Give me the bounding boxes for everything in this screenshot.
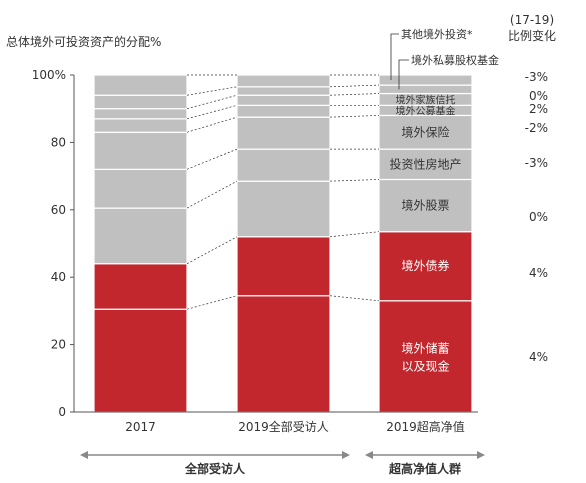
y-tick-label: 0 [58,405,66,419]
segment-label: 境外债券 [401,258,449,273]
y-tick-label: 100% [32,68,66,82]
bar-segment [236,104,331,118]
connector-line [329,115,380,118]
y-tick-label: 80 [51,135,66,149]
bar-segment [378,74,473,86]
bar-segment [378,84,473,95]
bar-segment [378,300,473,413]
y-tick-label: 20 [51,338,66,352]
group-arrow-uhnw-head [365,451,373,459]
bar-segment [93,94,188,110]
connector-line [329,93,380,96]
connector-line [329,231,380,238]
bar-segment [93,131,188,170]
bar-segment [236,295,331,413]
bar-segment [378,231,473,302]
connector-line [329,295,380,302]
bar-segment [93,308,188,413]
segment-label: 境外家族信托 [396,93,456,106]
connector-line [186,236,238,265]
x-category-label: 2019全部受访人 [238,419,329,434]
group-arrow-all-head [342,451,350,459]
bar-segment [93,74,188,96]
group-arrow-all-head [80,451,88,459]
change-value: 4% [529,266,548,280]
change-value: -3% [525,70,548,84]
x-category-label: 2017 [125,420,156,434]
change-value: -3% [525,156,548,170]
change-value: 4% [529,350,548,364]
connector-line [186,148,238,170]
segment-label: 境外储蓄 [401,340,449,355]
group-label-all: 全部受访人 [184,461,246,476]
change-header: (17-19) 比例变化 [508,12,556,44]
callout-line [390,33,399,81]
bar-segment [93,168,188,209]
connector-line [186,86,238,96]
bar-segment [236,236,331,297]
connector-line [329,179,380,182]
change-header-line-2: 比例变化 [508,29,557,43]
segment-label: 投资性房地产 [389,156,461,171]
chart-title: 总体境外可投资资产的分配% [6,35,162,49]
x-category-label: 2019超高净值 [386,419,465,434]
change-header-line-1: (17-19) [509,13,555,27]
segment-label: 境外保险 [401,124,449,139]
callout-label: 境外私募股权基金 [411,53,499,67]
bar-segment [236,148,331,182]
group-label-uhnw: 超高净值人群 [388,461,461,476]
group-arrow-uhnw-head [477,451,485,459]
connector-line [186,180,238,209]
connector-line [186,94,238,110]
bar-segment [236,74,331,88]
segment-label: 境外公募基金 [396,104,456,117]
bar-segment [93,118,188,133]
change-value: 2% [529,102,548,116]
bar-segment [236,86,331,96]
change-value: 0% [529,210,548,224]
callout-line [398,59,409,90]
bar-segment [236,180,331,238]
callout-label: 其他境外投资* [401,27,473,41]
segment-label: 以及现金 [401,358,449,373]
change-value: -2% [525,121,548,135]
connector-line [329,84,380,88]
y-tick-label: 40 [51,270,66,284]
connector-line [186,295,238,310]
connector-line [186,104,238,120]
bar-segment [236,116,331,150]
bar-segment [236,94,331,106]
bar-segment [93,263,188,310]
change-value: 0% [529,89,548,103]
segment-label: 境外股票 [401,198,449,213]
y-tick-label: 60 [51,203,66,217]
bar-segment [93,207,188,265]
connector-line [186,116,238,133]
bar-segment [93,108,188,120]
